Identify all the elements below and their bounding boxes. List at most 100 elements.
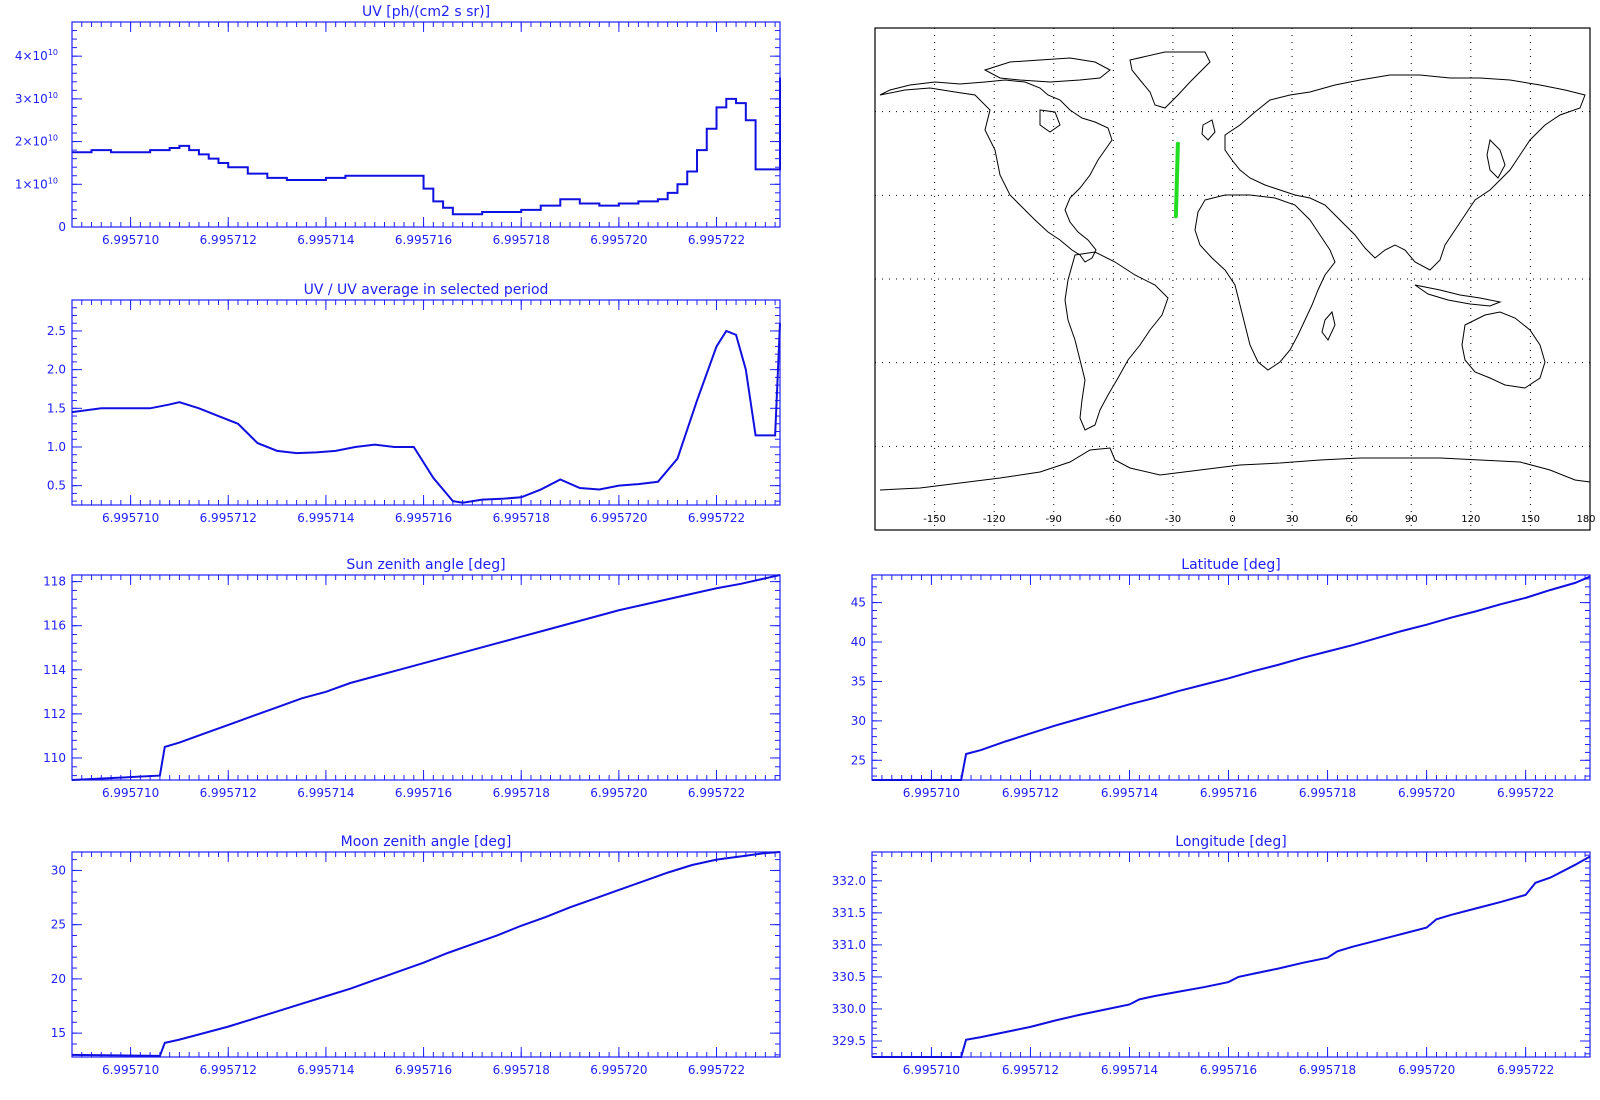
x-tick-label: 6.995720 xyxy=(590,786,647,800)
y-tick-exponent: 10 xyxy=(48,134,58,143)
x-tick-label: 6.995720 xyxy=(1398,1063,1455,1077)
y-tick-label: 20 xyxy=(51,972,66,986)
y-tick-mantissa: 2×10 xyxy=(15,135,48,149)
y-tick-label: 1.5 xyxy=(47,401,66,415)
x-tick-label: 6.995720 xyxy=(590,511,647,525)
series-line xyxy=(71,851,781,1057)
axes-frame xyxy=(71,851,781,1058)
map-longitude-label: 90 xyxy=(1405,514,1418,525)
y-tick-exponent: 10 xyxy=(48,176,58,185)
y-tick-label: 2×1010 xyxy=(15,134,58,149)
x-tick-label: 6.995720 xyxy=(1398,786,1455,800)
latitude-plot: Latitude [deg] 6.995710 6.995712 6.995714 6.… xyxy=(851,557,1591,800)
longitude-plot: Longitude [deg] 6.995710 6.995712 6.995714 6… xyxy=(832,834,1591,1077)
coast-south-america xyxy=(1064,251,1169,431)
x-tick-label: 6.995710 xyxy=(102,511,159,525)
y-tick-label: 3×1010 xyxy=(15,91,58,106)
map-longitude-label: 180 xyxy=(1576,514,1595,525)
x-tick-label: 6.995720 xyxy=(590,233,647,247)
coastlines xyxy=(879,51,1591,491)
map-longitude-label: -30 xyxy=(1165,514,1181,525)
x-tick-label: 6.995722 xyxy=(1497,1063,1554,1077)
uv-plot: UV [ph/(cm2 s sr)] 6.995710 6.995712 6.9957… xyxy=(15,4,781,247)
y-tick-label: 114 xyxy=(43,663,66,677)
x-tick-label: 6.995714 xyxy=(297,786,354,800)
x-tick-label: 6.995716 xyxy=(395,511,452,525)
satellite-track xyxy=(1173,141,1180,219)
y-tick-label: 110 xyxy=(43,751,66,765)
coast-eurasia xyxy=(1224,74,1586,271)
series-line xyxy=(72,77,781,216)
coast-indonesia xyxy=(1414,284,1502,307)
series-line xyxy=(872,575,1591,781)
map-longitude-label: 30 xyxy=(1286,514,1299,525)
x-tick-label: 6.995712 xyxy=(200,786,257,800)
x-tick-label: 6.995718 xyxy=(493,786,550,800)
x-tick-label: 6.995716 xyxy=(1200,786,1257,800)
y-tick-label: 329.5 xyxy=(832,1034,866,1048)
axes-frame xyxy=(71,299,781,506)
x-tick-label: 6.995712 xyxy=(1002,786,1059,800)
coast-arctic-islands xyxy=(983,57,1111,83)
x-tick-label: 6.995710 xyxy=(903,1063,960,1077)
plot-title: Sun zenith angle [deg] xyxy=(346,557,505,573)
x-tick-label: 6.995712 xyxy=(200,1063,257,1077)
plot-title: UV [ph/(cm2 s sr)] xyxy=(362,4,490,20)
y-tick-label: 40 xyxy=(851,635,866,649)
plot-title: Latitude [deg] xyxy=(1181,557,1280,573)
x-tick-label: 6.995716 xyxy=(1200,1063,1257,1077)
x-tick-label: 6.995718 xyxy=(493,1063,550,1077)
coast-africa xyxy=(1194,194,1336,371)
y-tick-mantissa: 4×10 xyxy=(15,49,48,63)
series-line xyxy=(872,855,1591,1058)
y-tick-label: 1.0 xyxy=(47,440,66,454)
y-tick-label: 118 xyxy=(43,575,66,589)
series-line xyxy=(71,574,781,781)
y-tick-label: 0 xyxy=(58,220,66,234)
y-tick-label: 35 xyxy=(851,674,866,688)
coast-madagascar xyxy=(1321,310,1336,341)
y-tick-label: 25 xyxy=(51,918,66,932)
y-tick-label: 332.0 xyxy=(832,874,866,888)
map-longitude-label: 60 xyxy=(1345,514,1358,525)
y-tick-label: 1×1010 xyxy=(15,176,58,191)
x-tick-label: 6.995718 xyxy=(493,233,550,247)
map-longitude-label: 150 xyxy=(1521,514,1540,525)
map-longitude-label: -120 xyxy=(983,514,1006,525)
y-tick-mantissa: 1×10 xyxy=(15,177,48,191)
coast-australia xyxy=(1461,311,1546,389)
map-longitude-label: 120 xyxy=(1461,514,1480,525)
y-tick-label: 331.0 xyxy=(832,938,866,952)
sun-zenith-plot: Sun zenith angle [deg] 6.995710 6.995712 6.… xyxy=(43,557,781,800)
y-tick-label: 45 xyxy=(851,596,866,610)
world-map: -150 -120 -90 -60 -30 0 30 60 90 120 150 180 xyxy=(874,27,1596,531)
plot-title: Longitude [deg] xyxy=(1175,834,1286,850)
x-tick-label: 6.995714 xyxy=(297,1063,354,1077)
x-tick-label: 6.995720 xyxy=(590,1063,647,1077)
x-tick-label: 6.995710 xyxy=(102,233,159,247)
y-tick-label: 330.5 xyxy=(832,970,866,984)
x-tick-label: 6.995714 xyxy=(297,233,354,247)
x-tick-label: 6.995718 xyxy=(1299,786,1356,800)
moon-zenith-plot: Moon zenith angle [deg] 6.995710 6.995712 6… xyxy=(51,834,781,1077)
x-tick-label: 6.995712 xyxy=(1002,1063,1059,1077)
x-tick-label: 6.995722 xyxy=(688,786,745,800)
axes-frame xyxy=(71,574,781,781)
x-tick-label: 6.995710 xyxy=(903,786,960,800)
y-tick-label: 112 xyxy=(43,707,66,721)
y-tick-exponent: 10 xyxy=(48,91,58,100)
y-tick-mantissa: 3×10 xyxy=(15,92,48,106)
plot-title: Moon zenith angle [deg] xyxy=(341,834,512,850)
x-tick-label: 6.995716 xyxy=(395,786,452,800)
x-tick-label: 6.995712 xyxy=(200,233,257,247)
map-longitude-label: -90 xyxy=(1046,514,1062,525)
y-tick-label: 330.0 xyxy=(832,1002,866,1016)
y-tick-label: 30 xyxy=(851,714,866,728)
y-tick-label: 25 xyxy=(851,753,866,767)
map-longitude-label: -60 xyxy=(1105,514,1121,525)
y-tick-exponent: 10 xyxy=(48,48,58,57)
y-tick-label: 30 xyxy=(51,863,66,877)
x-tick-label: 6.995722 xyxy=(1497,786,1554,800)
map-longitude-label: -150 xyxy=(923,514,946,525)
